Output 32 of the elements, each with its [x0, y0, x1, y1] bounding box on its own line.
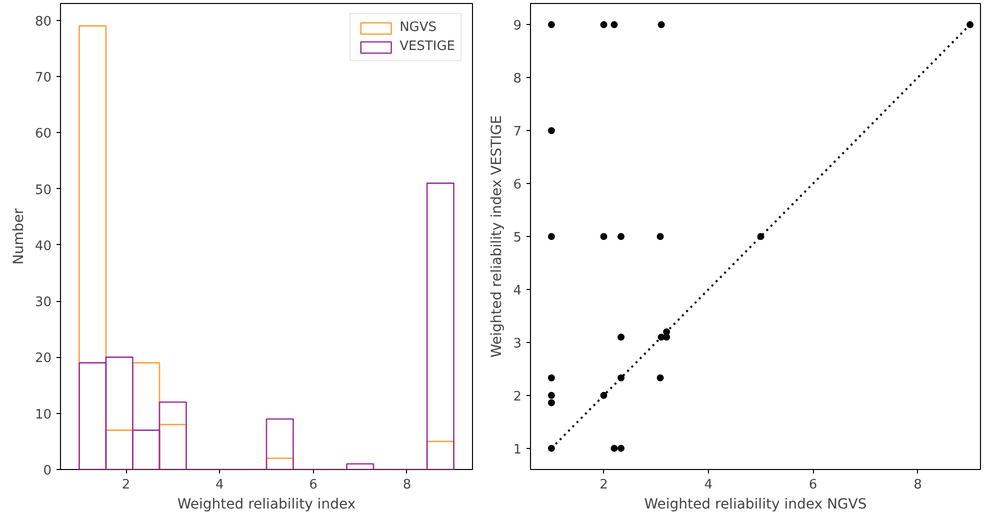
y-tick-label: 60 [34, 126, 52, 142]
x-tick-label: 8 [402, 478, 412, 492]
y-tick-label: 2 [513, 389, 522, 404]
legend-label: NGVS [400, 20, 437, 35]
y-tick-label: 0 [43, 464, 52, 478]
y-axis-title: Weighted reliability index VESTIGE [489, 115, 506, 358]
y-tick-label: 20 [34, 351, 52, 366]
y-tick-label: 9 [513, 18, 522, 34]
x-axis-title: Weighted reliability index NGVS [644, 496, 867, 512]
legend-label: VESTIGE [400, 39, 455, 54]
y-tick-label: 40 [34, 238, 52, 254]
y-tick-label: 8 [513, 72, 522, 87]
y-tick-label: 1 [513, 442, 522, 458]
y-tick-label: 70 [34, 70, 52, 86]
x-tick-label: 6 [309, 478, 318, 492]
y-tick-label: 7 [513, 124, 522, 140]
y-tick-label: 3 [513, 336, 522, 352]
y-tick-label: 5 [513, 230, 522, 246]
x-tick-label: 2 [600, 478, 608, 492]
y-tick-label: 10 [34, 407, 52, 422]
y-tick-label: 6 [513, 178, 522, 193]
x-tick-label: 6 [808, 478, 818, 492]
x-tick-label: 4 [704, 478, 713, 492]
x-tick-label: 8 [914, 478, 922, 492]
y-axis-title: Number [10, 208, 27, 265]
y-tick-label: 30 [34, 295, 52, 310]
x-axis-title: Weighted reliability index [177, 496, 356, 512]
y-tick-label: 80 [34, 14, 52, 30]
y-tick-label: 50 [34, 182, 52, 198]
x-tick-label: 2 [122, 478, 130, 492]
y-tick-label: 4 [513, 283, 522, 298]
x-tick-label: 4 [216, 478, 224, 492]
